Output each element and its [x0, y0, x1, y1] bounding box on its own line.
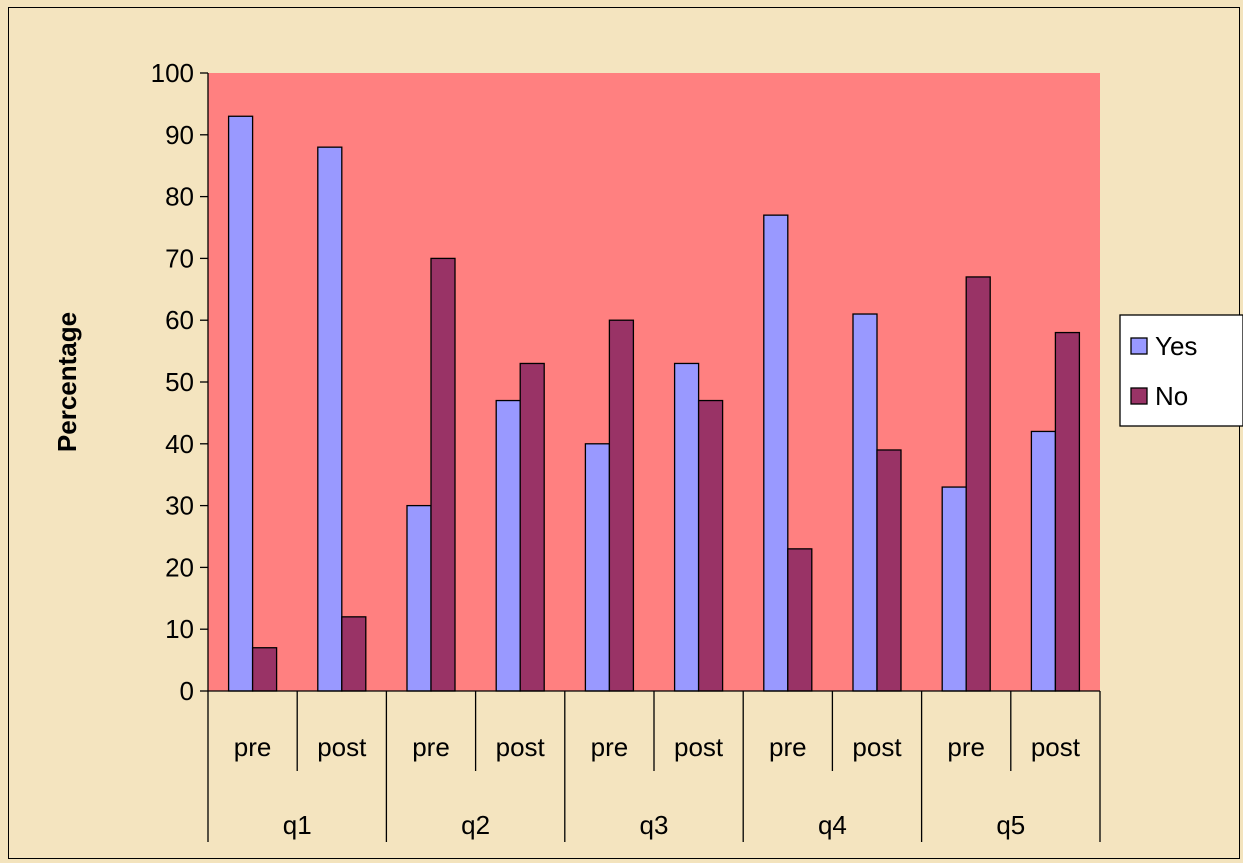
y-tick-label: 90 — [165, 120, 194, 150]
legend-label-yes: Yes — [1155, 331, 1197, 361]
bars-layer — [227, 115, 1081, 692]
x-subcategory-label: post — [317, 732, 367, 762]
bar-no-q2-post — [519, 362, 545, 692]
bar-yes-q4-pre — [763, 214, 789, 692]
bar-yes-q1-pre — [227, 115, 254, 692]
x-subcategory-label: pre — [591, 732, 629, 762]
bar-yes-q4-post — [852, 313, 878, 692]
bar-no-q4-pre — [787, 548, 813, 692]
bar-no-q2-pre — [430, 257, 456, 692]
x-subcategory-label: pre — [234, 732, 272, 762]
x-subcategory-label: pre — [412, 732, 450, 762]
y-axis: 0 10 20 30 40 50 60 70 80 90 100 — [151, 58, 209, 706]
bar-no-q1-pre — [251, 647, 278, 692]
y-tick-label: 70 — [165, 243, 194, 273]
bar-yes-q1-post — [317, 146, 343, 692]
x-subcategory-label: post — [674, 732, 724, 762]
y-tick-label: 50 — [165, 367, 194, 397]
x-subcategory-label: pre — [769, 732, 807, 762]
bar-yes-q3-pre — [584, 443, 611, 692]
x-group-label: q3 — [640, 810, 669, 840]
x-group-label: q1 — [283, 810, 312, 840]
legend-swatch-yes — [1130, 337, 1148, 355]
legend-swatch-no — [1130, 387, 1148, 405]
legend-box — [1119, 314, 1243, 427]
legend-label-no: No — [1155, 381, 1188, 411]
bar-no-q5-pre — [965, 276, 991, 692]
y-axis-title: Percentage — [52, 312, 82, 452]
legend: Yes No — [1119, 314, 1243, 427]
x-subcategory-label: pre — [947, 732, 985, 762]
bar-yes-q5-pre — [941, 486, 967, 692]
x-axis: pre post pre post pre post pre post pre post q1 q2 q… — [207, 690, 1101, 842]
x-subcategory-label: post — [1031, 732, 1081, 762]
bar-yes-q3-post — [673, 362, 700, 692]
y-tick-label: 100 — [151, 58, 194, 88]
x-group-label: q5 — [996, 810, 1025, 840]
bar-no-q3-pre — [608, 319, 635, 692]
bar-no-q1-post — [341, 616, 367, 692]
bar-no-q5-post — [1054, 331, 1081, 692]
bar-no-q4-post — [876, 449, 902, 692]
bar-yes-q2-post — [495, 399, 521, 692]
x-group-label: q2 — [461, 810, 490, 840]
y-tick-label: 10 — [165, 614, 194, 644]
x-subcategory-label: post — [852, 732, 902, 762]
x-group-label: q4 — [818, 810, 847, 840]
y-tick-label: 0 — [180, 676, 194, 706]
y-tick-label: 20 — [165, 552, 194, 582]
bar-no-q3-post — [697, 399, 724, 692]
y-tick-label: 30 — [165, 491, 194, 521]
y-tick-label: 60 — [165, 305, 194, 335]
y-tick-label: 80 — [165, 182, 194, 212]
bar-yes-q2-pre — [406, 504, 432, 692]
bar-yes-q5-post — [1030, 430, 1057, 692]
x-subcategory-label: post — [496, 732, 546, 762]
y-tick-label: 40 — [165, 429, 194, 459]
